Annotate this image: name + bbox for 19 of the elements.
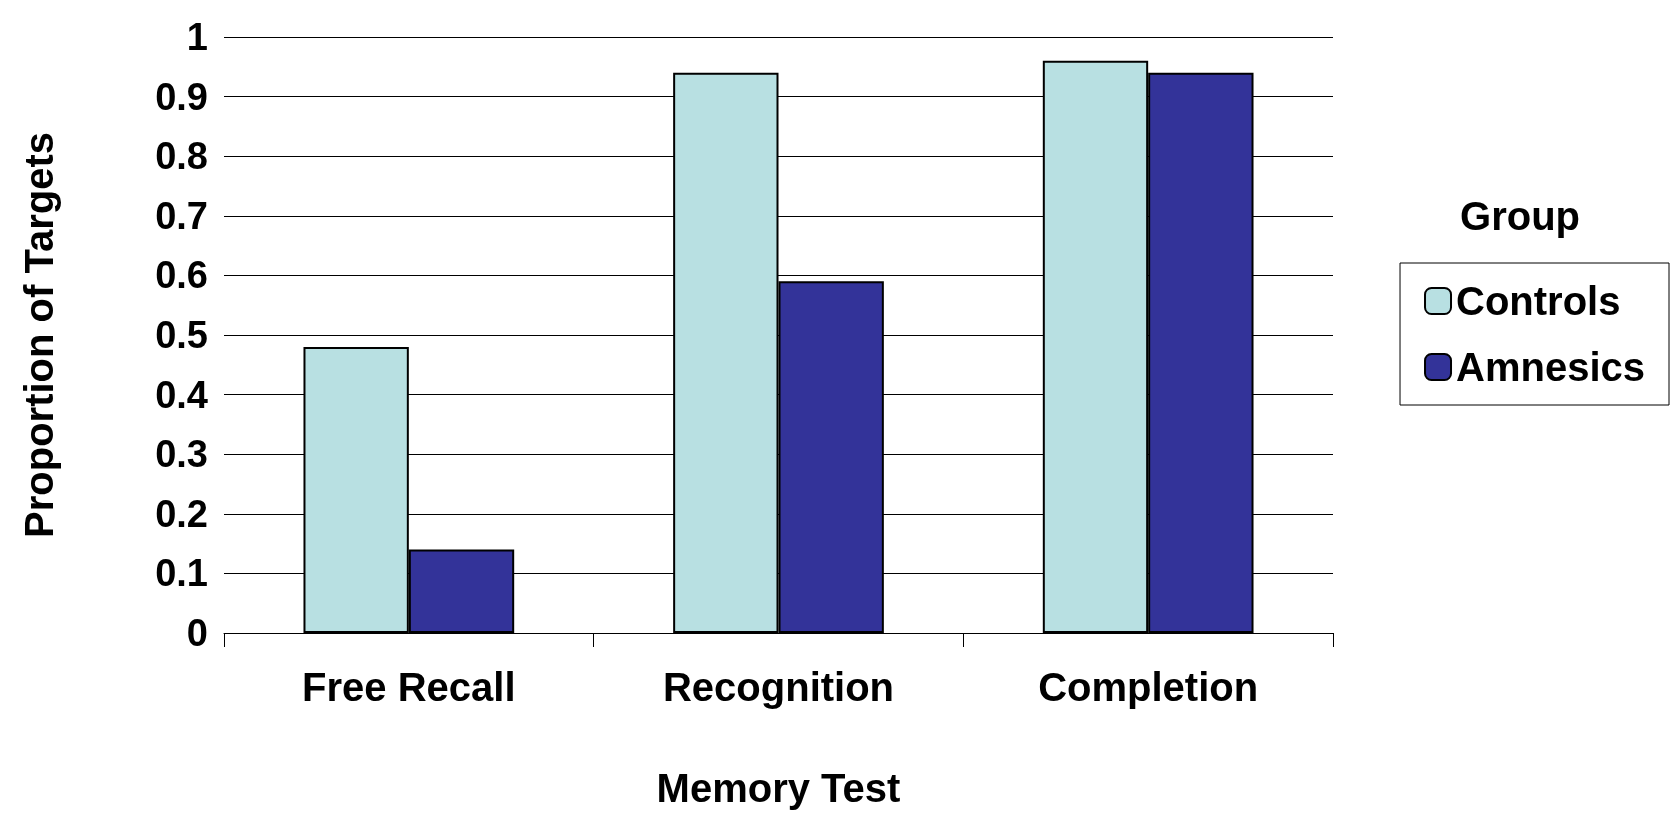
y-tick-label: 0.3 [155, 433, 208, 476]
legend-label: Controls [1456, 279, 1621, 323]
y-tick-label: 0.4 [155, 373, 208, 416]
y-tick-label: 0.7 [155, 194, 208, 237]
legend-title: Group [1460, 194, 1580, 238]
y-axis-title: Proportion of Targets [17, 132, 61, 538]
x-tick-label: Free Recall [302, 665, 516, 709]
x-tick-label: Recognition [662, 665, 895, 709]
y-tick-label: 0.6 [155, 254, 208, 297]
y-tick-label: 1 [186, 16, 208, 58]
y-tick-label: 0 [186, 612, 208, 654]
x-axis-title: Memory Test [656, 766, 901, 810]
y-tick-label: 0.9 [155, 75, 208, 118]
y-tick-label: 0.2 [155, 492, 208, 535]
y-tick-label: 0.5 [155, 314, 208, 356]
y-tick-label: 0.8 [155, 135, 208, 178]
x-tick-label: Completion [1038, 665, 1259, 709]
y-tick-label: 0.1 [155, 552, 208, 595]
legend-label: Amnesics [1456, 345, 1645, 389]
